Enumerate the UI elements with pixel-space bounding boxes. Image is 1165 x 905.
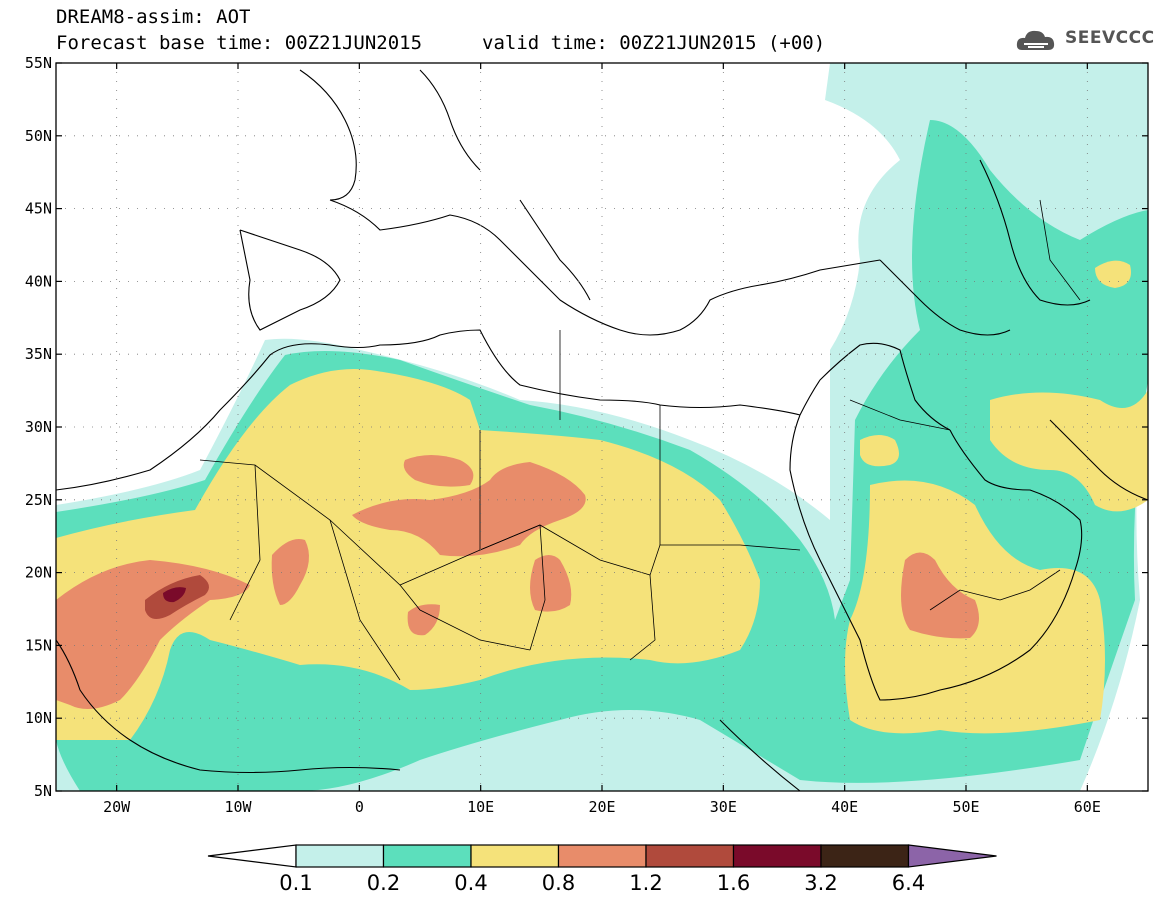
- lat-label: 35N: [25, 345, 52, 363]
- forecast-base-time: Forecast base time: 00Z21JUN2015: [56, 32, 423, 54]
- aot-patch-0.8-chad: [530, 555, 572, 612]
- legend-swatch: [732, 844, 822, 868]
- aot-patch-0.8-niger: [407, 604, 440, 636]
- aot-patch-0.8-center: [352, 462, 586, 557]
- coastlines: [56, 69, 1148, 791]
- legend-level-label: 0.4: [454, 871, 487, 895]
- legend-level-label: 0.8: [542, 871, 575, 895]
- aot-band-0.4-caspian: [1095, 260, 1131, 288]
- lon-label: 20E: [588, 798, 615, 816]
- aot-patch-0.8-west: [56, 560, 250, 709]
- lon-label: 50E: [952, 798, 979, 816]
- legend-swatch: [382, 844, 472, 868]
- aot-band-0.4: [56, 369, 760, 740]
- lon-label: 0: [355, 798, 364, 816]
- lat-label: 20N: [25, 564, 52, 582]
- legend-swatch: [820, 844, 910, 868]
- lat-label: 15N: [25, 636, 52, 654]
- lon-label: 40E: [831, 798, 858, 816]
- legend-level-label: 1.6: [717, 871, 750, 895]
- aot-patch-1.6: [163, 587, 186, 603]
- legend-level-label: 0.2: [367, 871, 400, 895]
- longitude-labels: 20W 10W 0 10E 20E 30E 40E 50E 60E: [103, 798, 1101, 816]
- lat-label: 55N: [25, 54, 52, 72]
- lon-label: 10W: [224, 798, 252, 816]
- cloud-logo-icon: [1016, 30, 1055, 50]
- aot-band-0.4-syria: [860, 435, 899, 467]
- axis-ticks: [56, 62, 1148, 792]
- lat-label: 50N: [25, 127, 52, 145]
- logo-text: SEEVCCC: [1065, 28, 1155, 48]
- legend-level-label: 0.1: [279, 871, 312, 895]
- aot-band-0.4-gulf: [990, 390, 1148, 512]
- legend-swatch: [645, 844, 735, 868]
- legend-level-label: 1.2: [629, 871, 662, 895]
- lon-label: 60E: [1074, 798, 1101, 816]
- legend-swatch: [557, 844, 647, 868]
- aot-patch-0.8-mali: [271, 539, 309, 605]
- aot-patch-0.8-saudi: [901, 552, 979, 639]
- lat-label: 30N: [25, 418, 52, 436]
- lon-label: 20W: [103, 798, 131, 816]
- model-title: DREAM8-assim: AOT: [56, 6, 251, 28]
- legend-level-label: 6.4: [892, 871, 925, 895]
- lon-label: 30E: [710, 798, 737, 816]
- legend-over-triangle: [907, 844, 997, 868]
- lon-label: 10E: [467, 798, 494, 816]
- latitude-labels: 55N 50N 45N 40N 35N 30N 25N 20N 15N 10N 5N: [25, 54, 52, 800]
- aot-patch-0.8-north: [403, 455, 474, 487]
- legend-level-label: 3.2: [804, 871, 837, 895]
- lat-label: 10N: [25, 709, 52, 727]
- legend-swatch: [295, 844, 385, 868]
- lat-label: 25N: [25, 491, 52, 509]
- valid-time: valid time: 00Z21JUN2015 (+00): [482, 32, 826, 54]
- lat-label: 45N: [25, 200, 52, 218]
- legend-swatch: [470, 844, 560, 868]
- lat-label: 40N: [25, 272, 52, 290]
- legend-under-triangle: [207, 844, 297, 868]
- lat-label: 5N: [34, 782, 52, 800]
- aot-fields: [56, 63, 1148, 791]
- graticule: [56, 63, 1148, 791]
- country-borders: [199, 199, 1081, 681]
